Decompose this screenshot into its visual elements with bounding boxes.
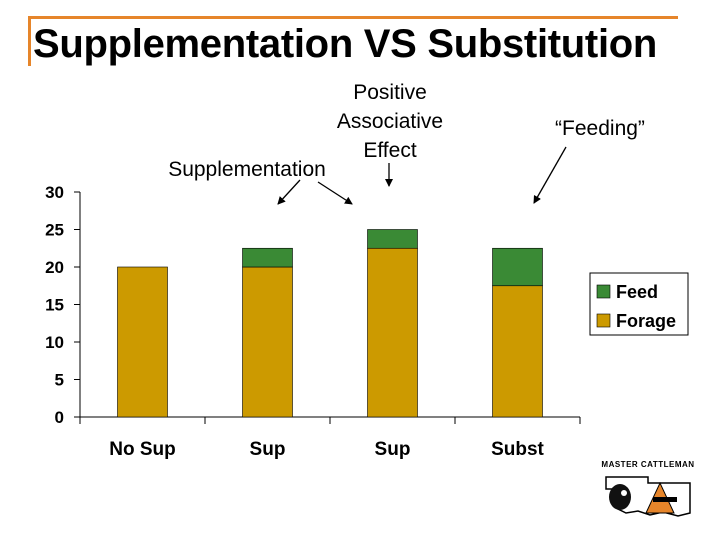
y-tick-label: 0 [55,408,64,427]
x-tick-label: Sup [375,439,411,460]
y-tick-label: 20 [45,258,64,277]
legend-label-forage: Forage [616,311,676,331]
bar-feed-segment [492,247,543,287]
annotation-supplementation: Supplementation [168,158,326,181]
y-tick-label: 25 [45,221,64,240]
cow-and-state-map-icon [605,476,691,517]
y-tick-label: 30 [45,183,64,202]
bar-forage-segment [242,266,293,418]
y-tick-label: 5 [55,371,64,390]
title-accent-line [28,16,678,19]
y-tick-label: 10 [45,333,64,352]
y-tick-label: 15 [45,296,64,315]
annotation-pae-line-1: Positive [353,81,427,104]
x-tick-label: Subst [491,439,544,460]
annotation-pae-line-3: Effect [363,139,417,162]
x-tick-label: Sup [250,439,286,460]
annotation-feeding: “Feeding” [555,117,645,140]
arrow-feeding [533,146,567,204]
legend-swatch-feed [596,284,611,299]
logo-text: MASTER CATTLEMAN [601,460,695,469]
arrow-supplementation-left [277,179,301,205]
legend-label-feed: Feed [616,282,658,302]
bar-forage-segment [367,247,418,418]
slide-title: Supplementation VS Substitution [33,22,658,66]
legend-box [589,272,689,336]
bar-feed-segment [367,229,418,249]
bar-feed-segment [242,247,293,268]
bar-forage-segment [492,285,543,418]
legend-swatch-forage [596,313,611,328]
master-cattleman-logo: MASTER CATTLEMAN [598,460,698,526]
annotation-pae-line-2: Associative [336,110,444,133]
arrow-supplementation-right [317,181,353,205]
annotation-positive-associative-effect: Positive Associative Effect [315,78,465,165]
title-accent-bar [28,16,31,66]
x-tick-label: No Sup [109,439,176,460]
bar-forage-segment [117,266,168,418]
